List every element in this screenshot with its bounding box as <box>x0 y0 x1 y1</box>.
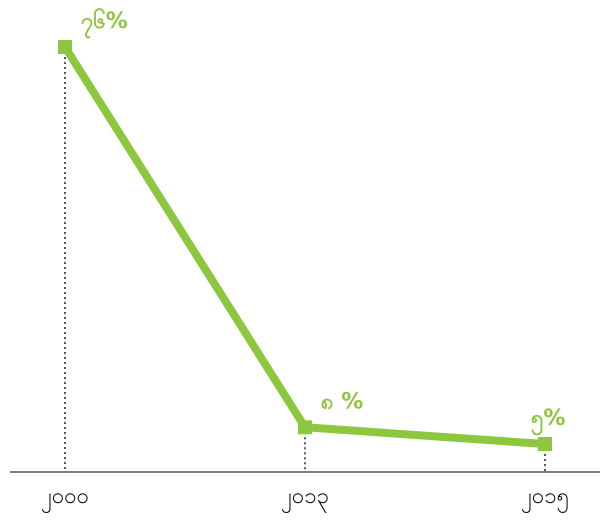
x-tick-label: ၂၀၁၃ <box>281 484 329 513</box>
x-tick-label: ၂၀၁၅ <box>521 484 569 513</box>
point-marker <box>58 40 72 54</box>
x-tick-label: ၂၀၀၀ <box>41 484 89 513</box>
line-series <box>61 44 546 449</box>
value-label: ၅% <box>531 406 565 436</box>
value-label: ၇၆% <box>81 7 128 39</box>
point-marker <box>538 437 552 452</box>
point-marker <box>298 420 312 435</box>
value-label: ၈ % <box>321 389 363 414</box>
